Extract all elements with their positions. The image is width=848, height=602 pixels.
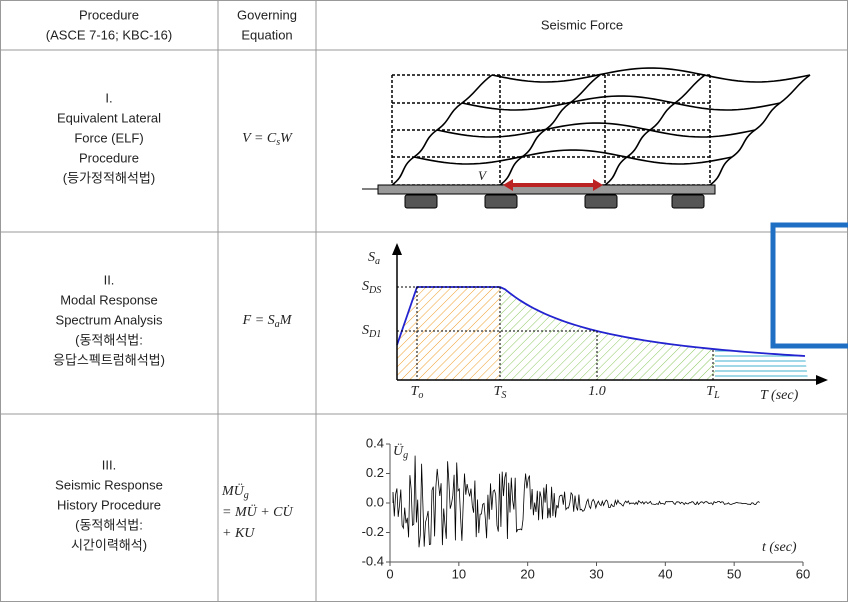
text-part: W [280, 131, 293, 146]
period-label: To [411, 384, 424, 401]
subscript: DS [368, 285, 381, 296]
text-part: S [368, 250, 375, 265]
text-part: T [494, 384, 503, 399]
subscript: a [275, 319, 280, 330]
x-tick-label: 60 [796, 566, 810, 581]
text-part: 1.0 [588, 384, 606, 399]
text-part: V = C [242, 131, 277, 146]
bearing [484, 194, 518, 209]
equation: F = SaM [242, 313, 293, 330]
text-part: T (sec) [760, 388, 799, 403]
procedure-text: I. [105, 90, 112, 105]
x-tick-label: 0 [386, 566, 393, 581]
text-part: + KU [222, 526, 255, 541]
x-tick-label: 20 [520, 566, 534, 581]
deformed-floor [491, 67, 811, 83]
procedure-text: Modal Response [60, 292, 158, 307]
text-part: T [411, 384, 420, 399]
deformed-column [604, 74, 706, 186]
subscript: o [418, 390, 423, 401]
equation: = MÜ + CU̇ [222, 503, 294, 520]
y-tick-label: 0.4 [366, 435, 384, 450]
hatch-blue [715, 349, 808, 380]
deformed-column [391, 74, 493, 186]
procedure-text: Seismic Response [55, 477, 163, 492]
deformed-column [499, 74, 601, 186]
y-tick-label: 0.0 [366, 494, 384, 509]
subscript: g [403, 450, 408, 461]
period-label: TL [706, 384, 720, 401]
procedure-text: Procedure [79, 150, 139, 165]
equation: MÜg [221, 482, 249, 501]
text-part: Ü [393, 442, 404, 459]
subscript: S [501, 390, 506, 401]
deformed-column [709, 74, 811, 186]
y-tick-label: -0.4 [362, 553, 384, 568]
x-tick-label: 30 [589, 566, 603, 581]
subscript: L [713, 390, 720, 401]
x-tick-label: 50 [727, 566, 741, 581]
subscript: s [276, 137, 280, 148]
equation: V = CsW [242, 131, 293, 148]
text-part: S [362, 279, 369, 294]
header-text: Procedure [79, 7, 139, 22]
building-figure [362, 67, 811, 209]
level-label: SDS [362, 279, 381, 296]
procedure-text: (등가정적해석법) [63, 170, 155, 185]
history-figure: 0.4 0.2 0.0 -0.2 -0.40 10 20 30 40 50 60 [362, 435, 811, 581]
procedure-text: III. [102, 457, 116, 472]
procedure-text: 응답스펙트럼해석법) [53, 352, 165, 367]
y-tick-label: -0.2 [362, 524, 384, 539]
period-label: TS [494, 384, 507, 401]
deformed-floor [413, 149, 733, 165]
accelerogram [392, 455, 760, 548]
subscript: g [244, 490, 249, 501]
text-part: MÜ [221, 482, 245, 499]
text-part: = MÜ + CU̇ [222, 503, 294, 520]
header-text: (ASCE 7-16; KBC-16) [46, 27, 172, 42]
axis-label: t (sec) [762, 540, 797, 555]
axes [396, 250, 820, 381]
spectrum-curve [396, 286, 806, 357]
subscript: D1 [368, 329, 381, 340]
hatch-orange [397, 287, 500, 380]
text-part: M [279, 313, 293, 328]
period-label: 1.0 [588, 384, 606, 399]
axis-label: T (sec) [760, 388, 799, 403]
header-text: Equation [241, 27, 292, 42]
bearing [671, 194, 705, 209]
procedure-text: (동적해석법: [75, 332, 143, 347]
text-part: t (sec) [762, 540, 797, 555]
procedure-text: Force (ELF) [74, 130, 143, 145]
procedure-text: (동적해석법: [75, 517, 143, 532]
x-tick-label: 40 [658, 566, 672, 581]
procedure-text: History Procedure [57, 497, 161, 512]
level-label: SD1 [362, 323, 381, 340]
text-part: F = S [242, 313, 275, 328]
equation: + KU [222, 526, 255, 541]
deformed-floor [436, 122, 756, 138]
axis-label: Sa [368, 250, 380, 267]
deformed-floor [461, 95, 781, 111]
y-tick-label: 0.2 [366, 465, 384, 480]
procedure-text: II. [104, 272, 115, 287]
header-text: Governing [237, 7, 297, 22]
header-text: Seismic Force [541, 17, 623, 32]
axis-label: Üg [393, 442, 408, 461]
frame [770, 222, 848, 349]
subscript: a [375, 256, 380, 267]
procedure-text: Equivalent Lateral [57, 110, 161, 125]
arrow-head [503, 179, 603, 191]
bearing [584, 194, 618, 209]
procedure-text: Spectrum Analysis [56, 312, 163, 327]
text-part: T [706, 384, 715, 399]
x-tick-label: 10 [452, 566, 466, 581]
force-label: V [478, 168, 488, 183]
procedure-text: 시간이력해석) [71, 537, 147, 552]
spectrum-figure [392, 243, 828, 385]
text-part: S [362, 323, 369, 338]
bearing [404, 194, 438, 209]
